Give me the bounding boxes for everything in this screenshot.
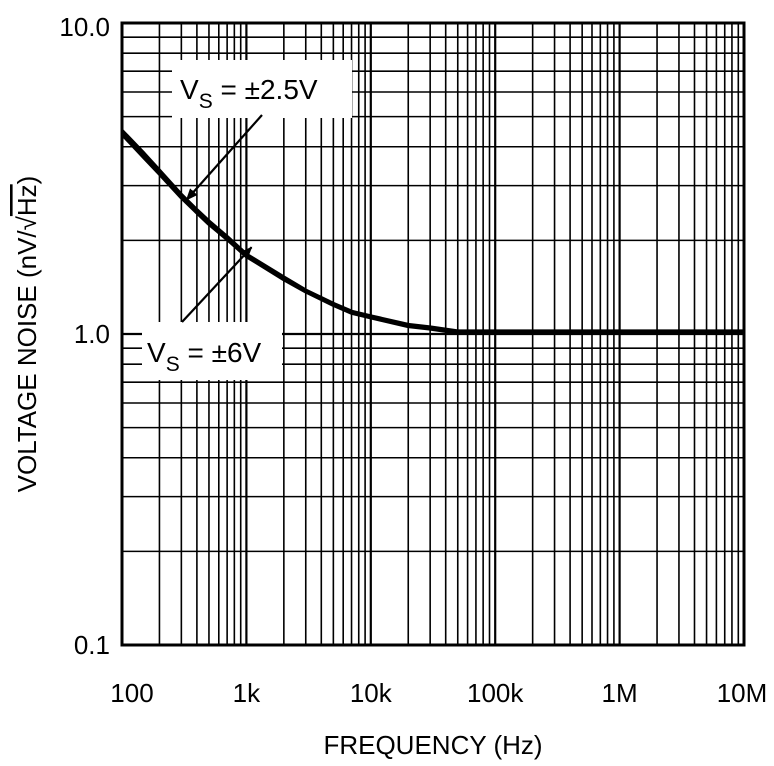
plot-frame [120, 21, 746, 647]
x-tick-label: 1M [602, 678, 638, 708]
series-group [120, 129, 744, 335]
svg-text:VOLTAGE NOISE (nV/√Hz): VOLTAGE NOISE (nV/√Hz) [12, 176, 42, 493]
x-tick-label: 10M [717, 678, 768, 708]
annotation-box-1 [172, 60, 352, 118]
y-axis-label-sqrt: Hz [12, 184, 42, 216]
x-tick-label: 10k [350, 678, 393, 708]
y-axis-label-prefix: VOLTAGE NOISE (nV/ [12, 230, 42, 493]
x-tick-labels: 100 1k 10k 100k 1M 10M [110, 678, 767, 708]
sqrt-sign-icon: √ [12, 215, 42, 230]
x-tick-label: 100k [467, 678, 524, 708]
series-line-2 [120, 132, 744, 335]
annotations: VS = ±2.5V VS = ±6V [142, 60, 352, 380]
grid [122, 23, 744, 645]
x-tick-label: 100 [110, 678, 153, 708]
annotation-arrow-1 [185, 114, 263, 201]
annotation-arrow-2 [181, 246, 253, 323]
y-axis-label: VOLTAGE NOISE (nV/√Hz) [12, 176, 42, 493]
x-tick-label: 1k [233, 678, 261, 708]
y-tick-label: 10.0 [59, 12, 110, 42]
y-tick-label: 1.0 [74, 319, 110, 349]
annotation-box-2 [142, 322, 282, 380]
y-tick-labels: 0.1 1.0 10.0 [59, 12, 110, 660]
y-tick-label: 0.1 [74, 630, 110, 660]
annotation-label-1: VS = ±2.5V [180, 74, 318, 113]
y-axis-label-suffix: ) [12, 176, 42, 185]
annotation-label-2: VS = ±6V [147, 337, 262, 376]
x-axis-label: FREQUENCY (Hz) [323, 730, 542, 760]
